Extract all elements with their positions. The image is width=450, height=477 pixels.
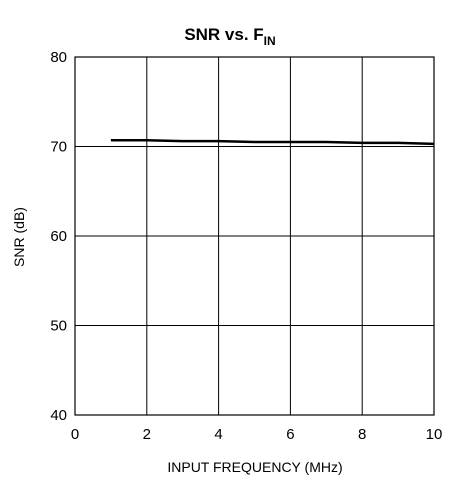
- x-tick-label: 2: [143, 426, 151, 443]
- grid-lines: [74, 56, 435, 416]
- chart-title-subscript: IN: [264, 34, 276, 48]
- x-tick-label: 4: [214, 426, 222, 443]
- y-tick-labels: 40 50 60 70 80: [50, 49, 67, 424]
- x-tick-label: 0: [71, 426, 79, 443]
- x-tick-labels: 0 2 4 6 8 10: [71, 426, 443, 443]
- x-tick-label: 8: [358, 426, 366, 443]
- y-tick-label: 40: [50, 407, 67, 424]
- chart-title: SNR vs. FIN: [184, 25, 275, 48]
- y-tick-label: 70: [50, 139, 67, 156]
- series-lines: [110, 138, 435, 146]
- y-tick-label: 60: [50, 228, 67, 245]
- x-axis-label: INPUT FREQUENCY (MHz): [167, 459, 342, 475]
- y-tick-label: 80: [50, 49, 67, 66]
- plot-area-border: [74, 56, 435, 416]
- y-axis-label: SNR (dB): [11, 207, 27, 267]
- x-tick-label: 6: [286, 426, 294, 443]
- series-line: [110, 138, 435, 146]
- y-tick-label: 50: [50, 318, 67, 335]
- x-tick-label: 10: [426, 426, 443, 443]
